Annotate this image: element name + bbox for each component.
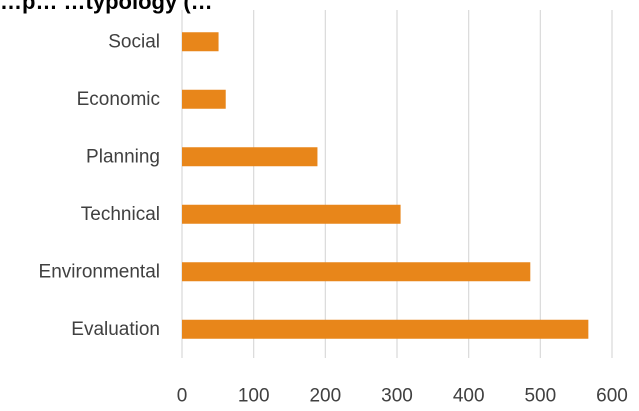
x-tick-label: 600 [596,386,628,407]
category-label-planning: Planning [86,146,160,167]
x-tick-label: 100 [238,386,270,407]
category-label-evaluation: Evaluation [71,319,160,340]
category-label-environmental: Environmental [39,261,160,282]
chart-title: …p… …typology (… [0,0,639,16]
category-label-technical: Technical [81,204,160,225]
x-tick-label: 400 [453,386,485,407]
x-tick-label: 200 [309,386,341,407]
bars [182,32,589,339]
gridlines [181,10,613,358]
bar-evaluation [182,319,589,339]
bar-environmental [182,262,531,282]
chart-title-text: …p… …typology (… [0,0,213,14]
bar-social [182,32,219,52]
x-tick-label: 300 [381,386,413,407]
bar-technical [182,204,401,224]
bar-planning [182,147,318,167]
category-label-social: Social [108,31,160,52]
x-tick-label: 0 [177,386,188,407]
x-axis-tick-labels: 0 100 200 300 400 500 600 [177,386,628,407]
bar-economic [182,89,226,109]
category-label-economic: Economic [77,89,160,110]
category-labels: Evaluation Environmental Technical Planning… [39,31,160,340]
x-tick-label: 500 [524,386,556,407]
